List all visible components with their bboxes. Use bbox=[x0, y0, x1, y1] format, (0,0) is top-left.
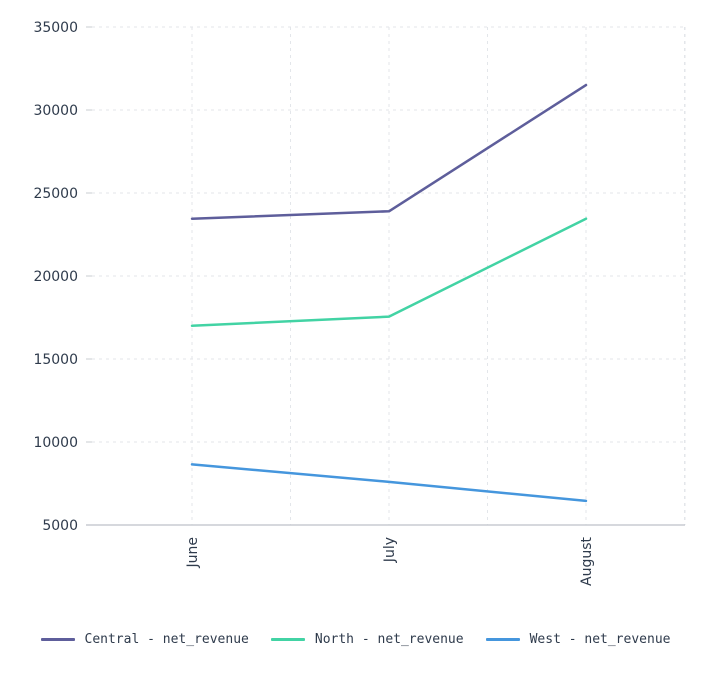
y-tick-label: 15000 bbox=[33, 352, 78, 368]
y-tick-label: 35000 bbox=[33, 20, 78, 36]
y-tick-label: 10000 bbox=[33, 435, 78, 451]
series-line-3 bbox=[190, 463, 588, 503]
legend-item[interactable]: West - net_revenue bbox=[485, 631, 671, 647]
legend-swatch bbox=[485, 637, 520, 641]
legend-swatch bbox=[40, 637, 75, 641]
grid-lines bbox=[92, 26, 686, 525]
legend-label: West - net_revenue bbox=[529, 631, 671, 647]
y-tick-label: 20000 bbox=[33, 269, 78, 285]
series-lines bbox=[190, 83, 588, 503]
x-tick-label: June bbox=[185, 537, 201, 569]
legend: Central - net_revenue North - net_revenue… bbox=[0, 626, 711, 652]
series-line-1 bbox=[190, 83, 588, 220]
y-tick-label: 5000 bbox=[42, 518, 78, 534]
x-axis: June July August bbox=[86, 524, 685, 586]
legend-item[interactable]: North - net_revenue bbox=[270, 631, 464, 647]
legend-item[interactable]: Central - net_revenue bbox=[40, 631, 249, 647]
legend-label: North - net_revenue bbox=[314, 631, 464, 647]
y-tick-label: 25000 bbox=[33, 186, 78, 202]
y-tick-label: 30000 bbox=[33, 103, 78, 119]
y-axis: 5000 10000 15000 20000 25000 30000 35000 bbox=[33, 20, 92, 534]
legend-label: Central - net_revenue bbox=[84, 631, 249, 647]
legend-swatch bbox=[270, 637, 305, 641]
x-tick-label: July bbox=[382, 537, 398, 563]
x-tick-label: August bbox=[579, 536, 595, 586]
series-line-2 bbox=[190, 217, 588, 328]
